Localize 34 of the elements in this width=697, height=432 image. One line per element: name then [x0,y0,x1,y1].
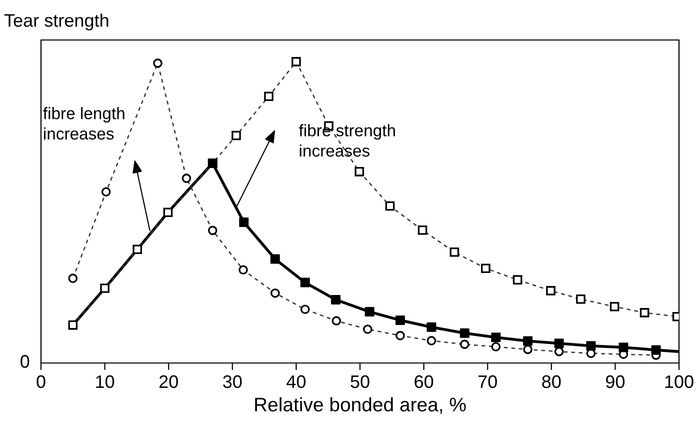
point [523,336,533,346]
annotation: fibre strength increases [298,124,395,157]
x-tick-label: 90 [606,375,625,388]
point [395,315,405,325]
x-tick-label: 60 [414,375,434,388]
point [300,278,310,288]
x-tick-label: 100 [665,375,694,388]
text: 0 [20,355,30,368]
point [651,345,661,355]
x-tick-label: 10 [96,375,114,388]
point [554,338,564,348]
point [100,284,110,293]
point [364,307,374,317]
x-tick-label: 40 [286,375,306,388]
point [460,328,470,338]
x-tick-label: 30 [223,375,242,388]
point [618,342,628,352]
point [68,320,78,330]
x-tick-label: 0 [36,375,46,388]
point [132,244,142,254]
y-axis-title: Tear strength [4,14,108,30]
x-axis-title: Relative bonded area, % [255,397,466,414]
point [270,254,280,264]
annotation: fibre length increases [43,106,124,140]
point [239,218,249,228]
x-tick-label: 50 [350,375,370,388]
point [491,332,501,342]
point [586,341,596,351]
point [426,322,436,332]
x-tick-label: 70 [478,375,497,388]
x-tick-label: 20 [159,375,178,388]
point [163,208,173,217]
x-tick-label: 80 [542,375,561,388]
point [331,294,340,304]
